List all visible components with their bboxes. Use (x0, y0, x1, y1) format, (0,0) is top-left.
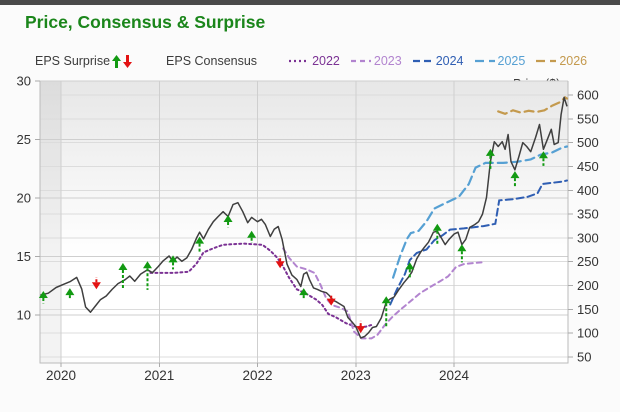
legend-line-sample-icon (536, 59, 557, 63)
surprise-up-arrow (485, 148, 495, 156)
surprise-up-arrow (405, 262, 415, 270)
legend-year-label: 2026 (559, 54, 588, 68)
surprise-up-arrow (223, 214, 233, 222)
pre-2020-band (40, 81, 62, 363)
eps-surprise-label: EPS Surprise (35, 54, 111, 68)
legend-year-label: 2025 (497, 54, 526, 68)
legend-year-label: 2022 (312, 54, 340, 68)
surprise-up-arrow (538, 151, 548, 159)
legend-line-sample-icon (412, 59, 433, 63)
consensus-line-2025 (392, 145, 569, 279)
chart-title: Price, Consensus & Surprise (25, 12, 266, 32)
consensus-line-2026 (497, 96, 569, 115)
x-axis-label: 2021 (144, 368, 174, 383)
surprise-up-arrow (432, 223, 442, 231)
surprise-up-arrow (65, 288, 75, 296)
legend-year-2023: 2023 (350, 54, 402, 68)
surprise-down-arrow (91, 282, 101, 290)
price-axis-label: 100 (577, 326, 599, 341)
price-axis-label: 250 (577, 254, 599, 269)
price-axis-label: 400 (577, 183, 599, 198)
eps-consensus-label: EPS Consensus (166, 54, 258, 68)
price-axis-label: 500 (577, 135, 599, 150)
legend-line-sample-icon (350, 59, 371, 63)
surprise-up-arrow (510, 171, 520, 179)
eps-axis-label: 15 (17, 249, 31, 264)
price-axis-label: 50 (577, 349, 591, 364)
price-axis-label: 150 (577, 302, 599, 317)
price-axis-label: 300 (577, 230, 599, 245)
surprise-up-arrow (38, 291, 48, 299)
price-axis-label: 600 (577, 88, 599, 103)
legend: EPS Surprise EPS Consensus 2022 2023 2024 2… (35, 54, 587, 68)
eps-axis-label: 25 (17, 132, 31, 147)
legend-year-items: 2022 2023 2024 2025 2026 (283, 54, 587, 68)
legend-year-label: 2023 (373, 54, 402, 68)
legend-year-2025: 2025 (474, 54, 526, 68)
surprise-up-arrow (299, 288, 309, 296)
price-axis-label: 450 (577, 159, 599, 174)
surprise-up-arrow (457, 244, 467, 252)
surprise-up-arrow (168, 255, 178, 263)
legend-year-2022: 2022 (289, 54, 340, 68)
eps-axis-label: 10 (17, 308, 31, 323)
surprise-down-arrow (356, 326, 366, 334)
surprise-down-arrow-icon (123, 54, 133, 68)
plot-background (40, 81, 568, 363)
surprise-up-arrow (118, 262, 128, 270)
surprise-up-arrow (195, 236, 205, 244)
surprise-up-arrow-icon (112, 54, 122, 68)
x-axis-label: 2022 (243, 368, 273, 383)
surprise-up-arrow (142, 261, 152, 269)
price-axis-label: 350 (577, 207, 599, 222)
legend-line-sample-icon (474, 59, 495, 63)
consensus-line-2023 (282, 247, 483, 340)
legend-year-2026: 2026 (536, 54, 587, 68)
top-window-bar (0, 0, 620, 5)
eps-surprise-legend: EPS Surprise (35, 54, 133, 68)
surprise-up-arrow (247, 230, 257, 238)
legend-line-sample-icon (289, 59, 310, 63)
x-axis-label: 2020 (46, 368, 76, 383)
eps-axis-label: 20 (17, 191, 31, 206)
eps-axis-label: 30 (17, 74, 31, 89)
price-axis-label: 550 (577, 111, 599, 126)
surprise-down-arrow (326, 298, 336, 306)
x-axis-label: 2023 (341, 368, 371, 383)
x-axis-label: 2024 (439, 368, 470, 383)
legend-year-2024: 2024 (412, 54, 464, 68)
legend-year-label: 2024 (435, 54, 464, 68)
surprise-up-arrow (381, 296, 391, 304)
plot-border (39, 81, 569, 364)
price-axis-label: 200 (577, 278, 599, 293)
consensus-line-2024 (389, 179, 568, 306)
surprise-down-arrow (275, 261, 285, 269)
